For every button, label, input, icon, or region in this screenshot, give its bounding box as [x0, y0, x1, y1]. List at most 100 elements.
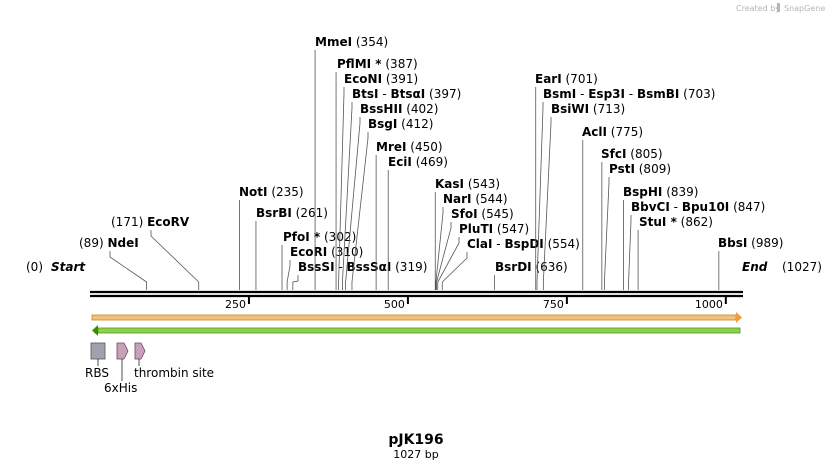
- site-label: BsiWI (713): [551, 102, 625, 116]
- site-position: (713): [589, 102, 625, 116]
- restriction-site[interactable]: BspHI (839): [623, 185, 698, 290]
- site-enzyme-name: StuI *: [639, 215, 678, 229]
- site-connector: [338, 87, 345, 290]
- site-enzyme-name: BsmI: [543, 87, 576, 101]
- restriction-site[interactable]: EcoNI (391): [338, 72, 419, 290]
- site-position: (397): [425, 87, 461, 101]
- ruler-tick-label: 750: [543, 298, 564, 311]
- site-connector: [292, 275, 299, 290]
- site-enzyme-name: EcoRI: [290, 245, 327, 259]
- site-connector: [109, 251, 147, 290]
- site-position: (775): [607, 125, 643, 139]
- site-connector: [536, 102, 544, 290]
- feature-rbs[interactable]: RBS: [85, 342, 109, 380]
- site-label: KasI (543): [435, 177, 500, 191]
- site-enzyme-name: EciI: [388, 155, 412, 169]
- orf-reverse[interactable]: [92, 325, 741, 336]
- site-label: BbvCI - Bpu10I (847): [631, 200, 765, 214]
- restriction-site[interactable]: (89) NdeI: [79, 236, 147, 290]
- site-enzyme-name: Esp3I: [588, 87, 625, 101]
- site-position: (302): [320, 230, 356, 244]
- restriction-site[interactable]: PstI (809): [603, 162, 671, 290]
- restriction-site[interactable]: BbsI (989): [718, 236, 783, 290]
- restriction-site[interactable]: MreI (450): [375, 140, 443, 290]
- restriction-site[interactable]: NarI (544): [435, 192, 508, 290]
- site-separator: -: [625, 87, 637, 101]
- feature-6xhis[interactable]: 6xHis: [104, 342, 137, 395]
- restriction-site[interactable]: PflMI * (387): [335, 57, 418, 290]
- site-enzyme-name: BspDI: [504, 237, 543, 251]
- site-position: (847): [729, 200, 765, 214]
- restriction-site[interactable]: AclI (775): [582, 125, 643, 290]
- site-position: (387): [382, 57, 418, 71]
- site-label: BsrDI (636): [495, 260, 568, 274]
- plasmid-title: pJK196: [388, 432, 443, 448]
- restriction-site[interactable]: EciI (469): [387, 155, 448, 290]
- restriction-site[interactable]: SfoI (545): [436, 207, 514, 290]
- restriction-site[interactable]: BssHII (402): [345, 102, 439, 290]
- site-label: (171) EcoRV: [111, 215, 190, 229]
- site-position: (402): [402, 102, 438, 116]
- site-enzyme-name: MreI: [376, 140, 406, 154]
- site-label: BtsI - BtsαI (397): [352, 87, 461, 101]
- restriction-site[interactable]: BsrBI (261): [255, 206, 328, 290]
- site-enzyme-name: PfoI *: [283, 230, 321, 244]
- site-enzyme-name: BssHII: [360, 102, 402, 116]
- restriction-site[interactable]: BsrDI (636): [493, 260, 568, 290]
- site-enzyme-name: BspHI: [623, 185, 662, 199]
- restriction-site[interactable]: BbvCI - Bpu10I (847): [628, 200, 766, 290]
- site-enzyme-name: BsgI: [368, 117, 397, 131]
- site-position: (391): [382, 72, 418, 86]
- site-separator: -: [576, 87, 588, 101]
- feature-thrombin-site[interactable]: thrombin site: [134, 342, 214, 380]
- site-label: MreI (450): [376, 140, 443, 154]
- site-enzyme-name: PstI: [609, 162, 635, 176]
- site-connector: [436, 222, 452, 290]
- site-connector: [542, 117, 552, 290]
- restriction-site[interactable]: PfoI * (302): [281, 230, 356, 290]
- site-position: (545): [478, 207, 514, 221]
- site-enzyme-name: NotI: [239, 185, 268, 199]
- orf-forward[interactable]: [91, 312, 742, 323]
- site-position: (543): [464, 177, 500, 191]
- site-position: (354): [352, 35, 388, 49]
- site-position: (261): [292, 206, 328, 220]
- restriction-site[interactable]: SfcI (805): [601, 147, 663, 290]
- site-label: NarI (544): [443, 192, 508, 206]
- restriction-site[interactable]: BsmI - Esp3I - BsmBI (703): [536, 87, 715, 290]
- restriction-site[interactable]: PluTI (547): [437, 222, 529, 290]
- restriction-site[interactable]: ClaI - BspDI (554): [441, 237, 580, 290]
- restriction-site[interactable]: BssSI - BssSαI (319): [292, 260, 428, 290]
- site-position: (839): [662, 185, 698, 199]
- restriction-site[interactable]: BsiWI (713): [542, 102, 625, 290]
- site-connector: [628, 215, 632, 290]
- site-position: (554): [544, 237, 580, 251]
- site-connector: [437, 237, 460, 290]
- site-label: PfoI * (302): [283, 230, 356, 244]
- site-position: (319): [391, 260, 427, 274]
- restriction-site[interactable]: KasI (543): [434, 177, 500, 290]
- site-connector: [441, 252, 468, 290]
- site-connector: [351, 132, 369, 290]
- site-label: SfoI (545): [451, 207, 514, 221]
- site-enzyme-name: EarI: [535, 72, 562, 86]
- brand-text: SnapGene: [784, 4, 825, 13]
- restriction-site[interactable]: StuI * (862): [637, 215, 713, 290]
- site-label: EarI (701): [535, 72, 598, 86]
- restriction-site[interactable]: (171) EcoRV: [111, 215, 200, 290]
- site-enzyme-name: BsrBI: [256, 206, 292, 220]
- site-enzyme-name: BssSI: [298, 260, 335, 274]
- site-connector: [150, 230, 200, 290]
- restriction-site[interactable]: MmeI (354): [314, 35, 388, 290]
- site-label: EcoRI (310): [290, 245, 363, 259]
- site-position: (544): [472, 192, 508, 206]
- restriction-site[interactable]: BtsI - BtsαI (397): [342, 87, 461, 290]
- restriction-site[interactable]: EarI (701): [535, 72, 598, 290]
- site-position: (171): [111, 215, 147, 229]
- site-enzyme-name: Bpu10I: [682, 200, 729, 214]
- site-separator: -: [379, 87, 391, 101]
- restriction-site[interactable]: BsgI (412): [351, 117, 433, 290]
- restriction-site[interactable]: NotI (235): [239, 185, 304, 290]
- site-position: (989): [747, 236, 783, 250]
- site-label: BssHII (402): [360, 102, 439, 116]
